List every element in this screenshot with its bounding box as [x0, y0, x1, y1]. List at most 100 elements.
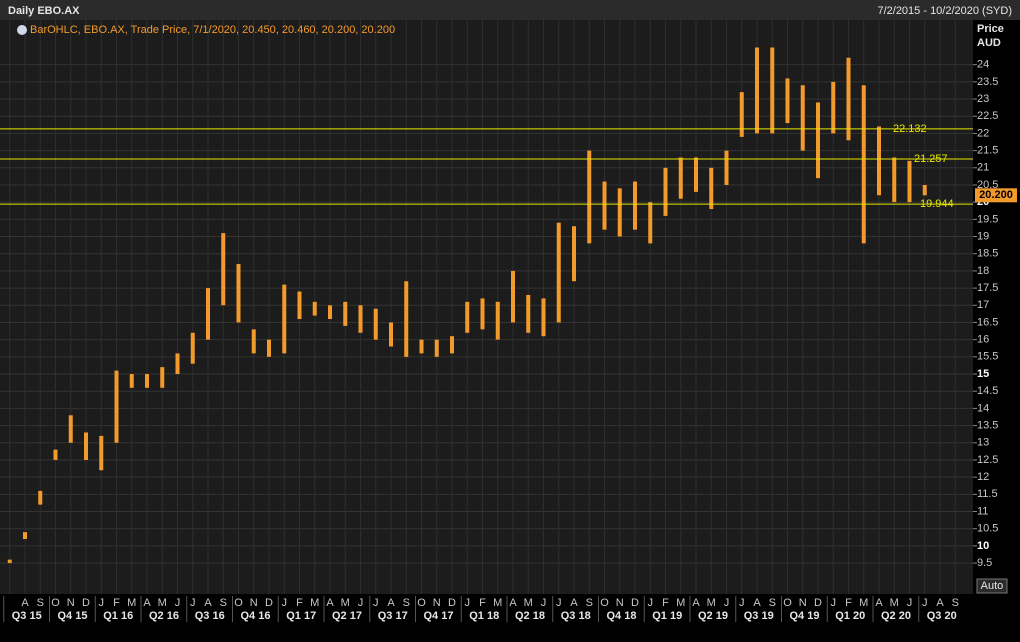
quarter-label: Q3 15 [12, 610, 42, 622]
x-tick-label: O [234, 597, 243, 609]
x-tick-label: M [890, 597, 899, 609]
quarter-label: Q2 18 [515, 610, 545, 622]
x-tick-label: N [616, 597, 624, 609]
y-axis-unit: AUD [977, 37, 1001, 49]
x-tick-label: J [465, 597, 471, 609]
y-tick-label: 19 [977, 230, 989, 242]
quarter-label: Q3 19 [744, 610, 774, 622]
y-axis-area [973, 20, 1020, 594]
x-tick-label: J [556, 597, 562, 609]
x-tick-label: O [417, 597, 426, 609]
x-tick-label: A [936, 597, 944, 609]
y-tick-label: 11 [977, 505, 988, 517]
x-tick-label: A [21, 597, 29, 609]
x-tick-label: O [51, 597, 60, 609]
x-tick-label: S [769, 597, 776, 609]
quarter-label: Q1 18 [469, 610, 499, 622]
x-tick-label: F [113, 597, 120, 609]
y-tick-label: 19.5 [977, 213, 998, 225]
x-tick-label: J [373, 597, 379, 609]
y-tick-label: 9.5 [977, 557, 992, 569]
x-tick-label: N [433, 597, 441, 609]
quarter-label: Q3 18 [561, 610, 591, 622]
x-tick-label: A [509, 597, 517, 609]
quarter-label: Q4 18 [607, 610, 637, 622]
y-tick-label: 16 [977, 334, 989, 346]
quarter-label: Q2 17 [332, 610, 362, 622]
x-tick-label: J [724, 597, 730, 609]
x-tick-label: M [676, 597, 685, 609]
x-tick-label: J [175, 597, 181, 609]
x-tick-label: M [127, 597, 136, 609]
level-label: 19.944 [920, 198, 954, 210]
quarter-label: Q2 20 [881, 610, 911, 622]
x-tick-label: M [707, 597, 716, 609]
x-tick-label: D [631, 597, 639, 609]
chart-title: Daily EBO.AX [8, 5, 80, 17]
y-tick-label: 10.5 [977, 523, 998, 535]
x-tick-label: A [326, 597, 334, 609]
x-tick-label: S [586, 597, 593, 609]
x-tick-label: J [739, 597, 745, 609]
x-tick-label: A [387, 597, 395, 609]
x-tick-label: M [859, 597, 868, 609]
x-tick-label: A [204, 597, 212, 609]
x-tick-label: N [799, 597, 807, 609]
x-tick-label: J [358, 597, 364, 609]
y-tick-label: 14.5 [977, 385, 998, 397]
auto-button[interactable] [976, 578, 1008, 594]
x-tick-label: A [143, 597, 151, 609]
y-tick-label: 21.5 [977, 145, 998, 157]
x-tick-label: A [753, 597, 761, 609]
x-tick-label: F [662, 597, 669, 609]
x-tick-label: N [67, 597, 75, 609]
last-price-tag [975, 188, 1017, 203]
y-tick-label: 21 [977, 162, 989, 174]
legend-icon[interactable] [17, 25, 27, 35]
quarter-label: Q4 17 [424, 610, 454, 622]
x-tick-label: J [99, 597, 105, 609]
y-tick-label: 15 [977, 368, 989, 380]
quarter-label: Q3 20 [927, 610, 957, 622]
y-tick-label: 24 [977, 59, 989, 71]
x-tick-label: M [493, 597, 502, 609]
y-tick-label: 18 [977, 265, 989, 277]
y-tick-label: 23 [977, 93, 989, 105]
y-tick-label: 15.5 [977, 351, 998, 363]
x-tick-label: M [158, 597, 167, 609]
x-tick-label: F [845, 597, 852, 609]
y-tick-label: 12 [977, 471, 989, 483]
quarter-label: Q1 19 [652, 610, 682, 622]
y-tick-label: 17 [977, 299, 989, 311]
y-axis-label: Price [977, 23, 1004, 35]
x-tick-label: F [296, 597, 303, 609]
x-tick-label: D [82, 597, 90, 609]
plot-area [0, 20, 973, 594]
x-tick-label: O [783, 597, 792, 609]
y-tick-label: 20.5 [977, 179, 998, 191]
x-tick-label: M [310, 597, 319, 609]
x-tick-label: S [952, 597, 959, 609]
quarter-label: Q2 19 [698, 610, 728, 622]
x-tick-label: D [814, 597, 822, 609]
y-tick-label: 18.5 [977, 248, 998, 260]
x-tick-label: N [250, 597, 258, 609]
y-tick-label: 10 [977, 540, 989, 552]
quarter-label: Q4 16 [241, 610, 271, 622]
last-price-label: 20.200 [979, 189, 1013, 201]
y-tick-label: 13 [977, 437, 989, 449]
auto-button-label[interactable]: Auto [981, 580, 1004, 592]
quarter-label: Q3 17 [378, 610, 408, 622]
x-tick-label: A [570, 597, 578, 609]
y-tick-label: 13.5 [977, 419, 998, 431]
level-label: 21.257 [914, 153, 948, 165]
x-tick-label: J [648, 597, 654, 609]
quarter-label: Q1 20 [835, 610, 865, 622]
quarter-label: Q3 16 [195, 610, 225, 622]
legend-text: BarOHLC, EBO.AX, Trade Price, 7/1/2020, … [30, 24, 395, 36]
quarter-label: Q2 16 [149, 610, 179, 622]
y-tick-label: 22 [977, 127, 989, 139]
y-tick-label: 12.5 [977, 454, 998, 466]
x-tick-label: O [600, 597, 609, 609]
